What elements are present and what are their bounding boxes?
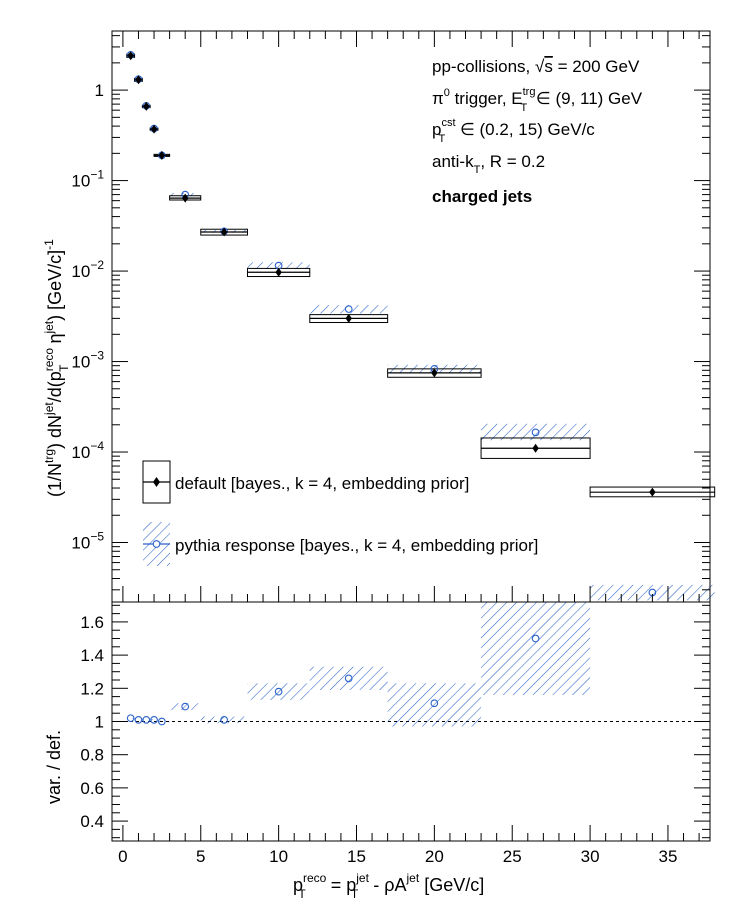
annotation-algorithm: anti-kT, R = 0.2 (432, 152, 545, 176)
default-point-7 (275, 267, 282, 277)
top-y-tick-label-0: 1 (95, 81, 104, 100)
top-y-tick-label-2: 10−2 (71, 258, 104, 281)
x-tick-label-6: 30 (581, 847, 600, 866)
x-tick-label-2: 10 (269, 847, 288, 866)
top-plot-frame (111, 30, 711, 603)
default-point-0 (127, 51, 134, 61)
ratio-point-9 (430, 699, 439, 708)
annotation-charged-jets: charged jets (432, 187, 532, 206)
pythia-sys-band-10 (481, 423, 591, 441)
ratio-y-tick-label-4: 1.2 (80, 679, 104, 698)
ratio-y-tick-label-2: 0.8 (80, 746, 104, 765)
default-point-5 (181, 193, 189, 203)
ratio-sys-band-2 (142, 719, 151, 721)
ratio-y-tick-label-3: 1 (95, 713, 104, 732)
ratio-point-2 (142, 715, 151, 724)
default-point-10 (532, 443, 539, 453)
ratio-point-0 (126, 714, 135, 723)
ratio-point-3 (150, 715, 158, 724)
default-point-11 (649, 487, 656, 497)
ratio-sys-band-9 (387, 683, 482, 727)
ratio-sys-band-6 (200, 716, 248, 724)
y-axis-title-bottom: var. / def. (44, 730, 64, 804)
x-tick-label-4: 20 (425, 847, 444, 866)
ratio-sys-band-8 (309, 666, 388, 690)
annotation-collisions: pp-collisions, √s = 200 GeV (432, 57, 640, 76)
x-tick-label-7: 35 (658, 847, 677, 866)
ratio-y-tick-label-6: 1.6 (80, 613, 104, 632)
top-y-tick-label-4: 10−4 (71, 439, 104, 462)
pythia-point-8 (344, 305, 353, 313)
x-tick-label-1: 5 (196, 847, 205, 866)
default-point-9 (431, 368, 438, 378)
ratio-sys-band-5 (169, 703, 201, 710)
ratio-y-tick-label-1: 0.6 (80, 779, 104, 798)
y-axis-title-top: (1/Ntrg) dNjet/d(precoT ηjet) [GeV/c]-1 (42, 239, 71, 497)
ratio-point-4 (157, 717, 166, 726)
ratio-sys-band-0 (126, 717, 135, 720)
default-point-3 (150, 124, 158, 134)
ratio-y-tick-label-5: 1.4 (80, 646, 104, 665)
ratio-point-10 (531, 634, 540, 643)
annotation-trigger: π0 trigger, Etrg T ∈ (9, 11) GeV (432, 86, 643, 114)
annotation-constituent-cut: pcst T ∈ (0.2, 15) GeV/c (432, 117, 595, 145)
x-tick-label-3: 15 (347, 847, 366, 866)
x-axis-title: preco T = pjet T - ρAjet [GeV/c] (293, 871, 484, 901)
annotation-block: pp-collisions, √s = 200 GeV π0 trigger, … (432, 57, 643, 206)
ratio-point-5 (181, 702, 190, 711)
pythia-sys-band-8 (309, 305, 388, 314)
legend-pythia-label: pythia response [bayes., k = 4, embeddin… (175, 536, 538, 555)
top-y-tick-label-1: 10−1 (71, 168, 104, 191)
ratio-sys-band-10 (481, 602, 591, 695)
ratio-sys-band-1 (134, 719, 143, 721)
legend-default-marker (153, 477, 160, 487)
top-y-tick-label-3: 10−3 (71, 349, 104, 372)
legend-default-label: default [bayes., k = 4, embedding prior] (175, 474, 469, 493)
legend-pythia-marker (152, 540, 161, 548)
ratio-point-1 (134, 715, 143, 724)
top-panel: 1 10−1 10−2 10−3 10−4 10−5 (71, 30, 716, 603)
pythia-sys-band-7 (247, 262, 310, 270)
x-tick-label-5: 25 (503, 847, 522, 866)
default-point-6 (220, 227, 228, 237)
default-point-1 (135, 75, 142, 85)
ratio-point-8 (344, 674, 353, 683)
x-tick-label-0: 0 (118, 847, 127, 866)
legend: default [bayes., k = 4, embedding prior]… (142, 460, 538, 566)
pythia-point-10 (531, 428, 540, 437)
default-point-2 (143, 101, 150, 111)
ratio-point-7 (274, 687, 283, 696)
default-point-4 (158, 150, 166, 160)
ratio-sys-band-3 (150, 719, 158, 721)
top-y-tick-label-5: 10−5 (71, 530, 104, 553)
ratio-y-tick-label-0: 0.4 (80, 812, 104, 831)
ratio-sys-band-7 (247, 683, 310, 700)
default-point-8 (345, 313, 352, 323)
ratio-point-6 (220, 715, 228, 724)
ratio-panel: 0.4 0.6 0.8 1 1.2 1.4 1.6 0 5 10 15 20 25 30 35 (80, 601, 711, 866)
